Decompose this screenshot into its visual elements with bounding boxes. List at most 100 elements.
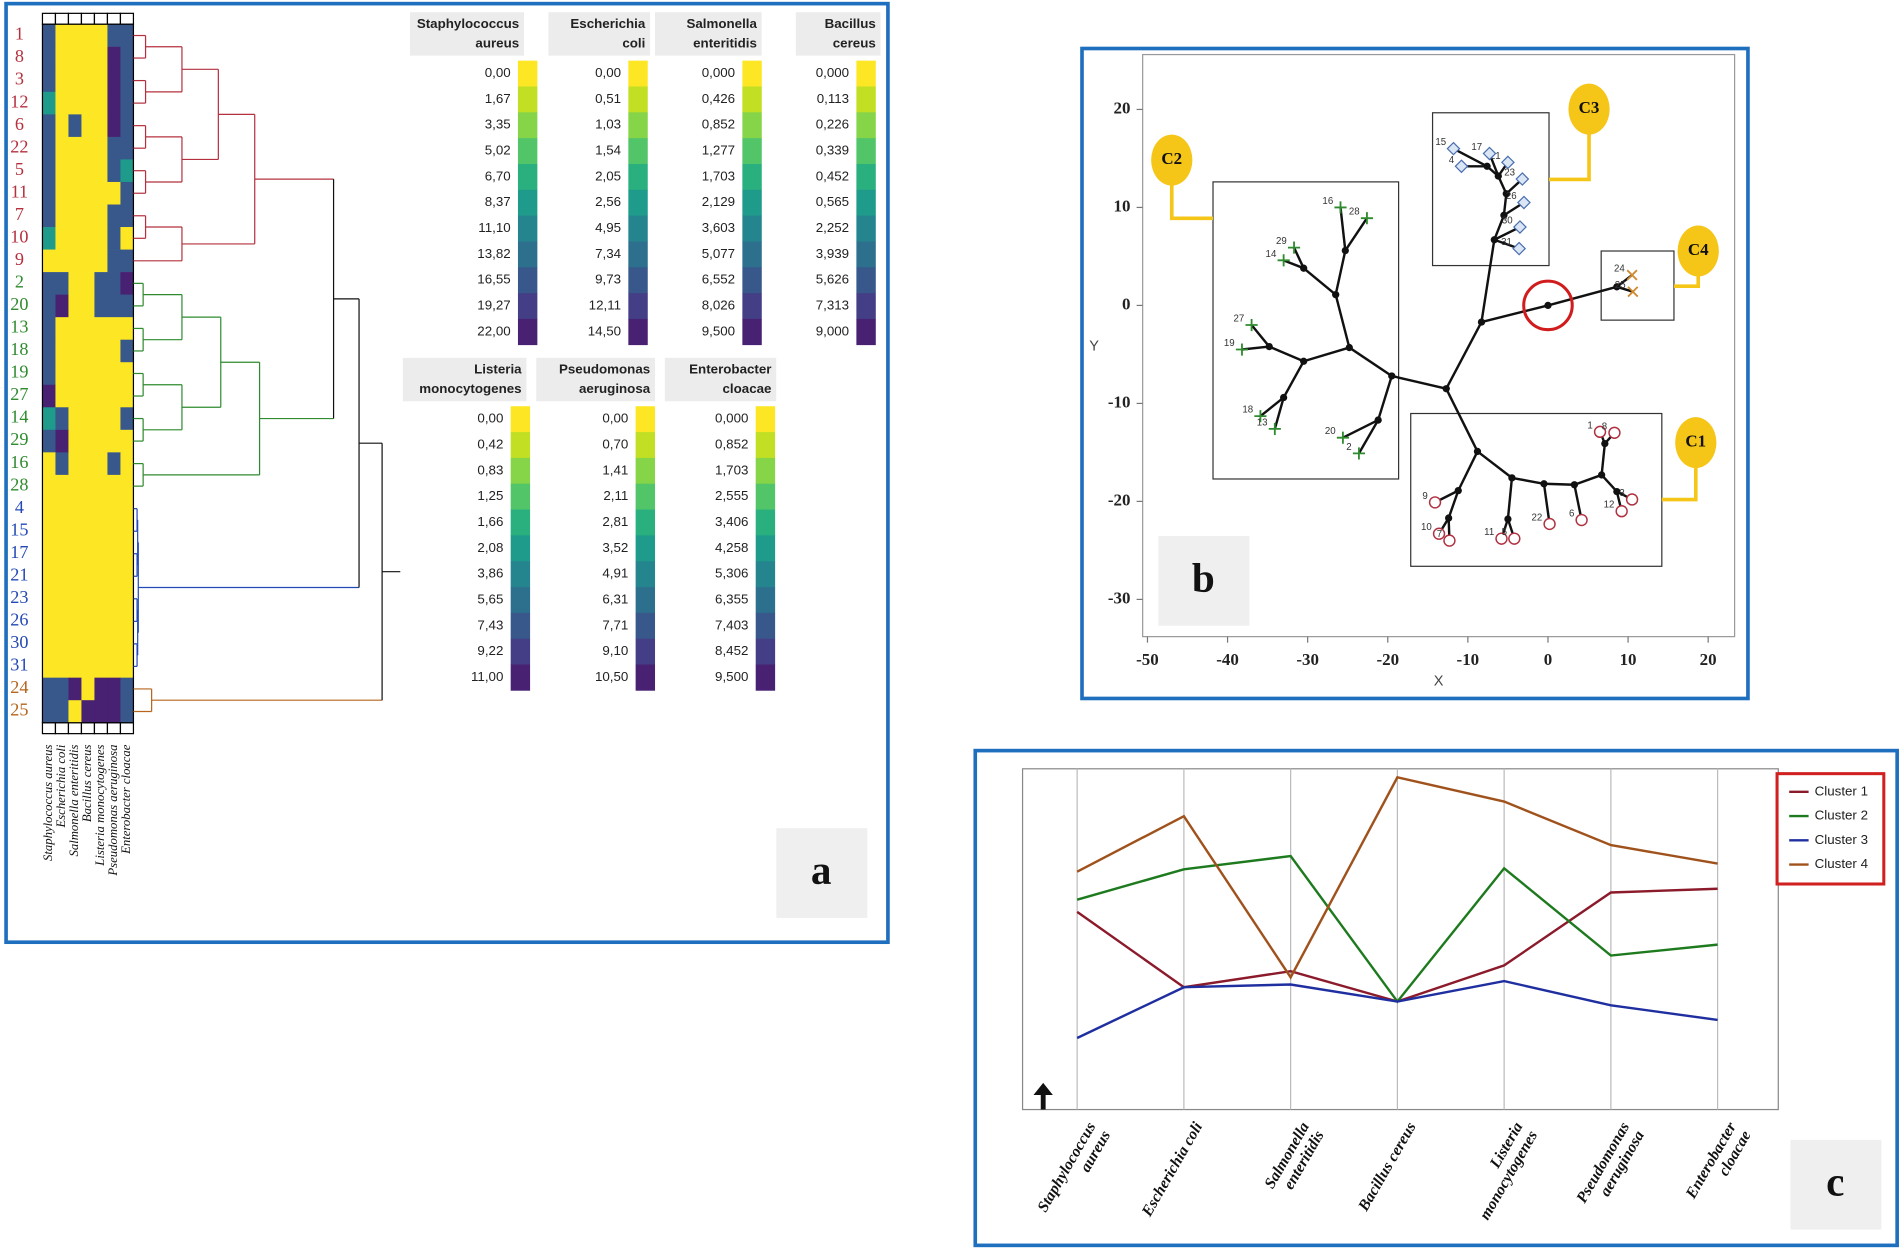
heatmap-cell bbox=[55, 181, 69, 205]
colorbar-tick-label: 2,81 bbox=[602, 514, 628, 529]
legend-label: Cluster 1 bbox=[1815, 783, 1868, 798]
colorbar-tick-label: 4,95 bbox=[595, 220, 621, 235]
tree-node bbox=[1597, 471, 1606, 479]
heatmap-cell bbox=[68, 677, 82, 701]
colorbar-tick-label: 0,70 bbox=[602, 437, 628, 452]
heatmap-cell bbox=[42, 655, 56, 679]
colorbar-bin bbox=[635, 638, 656, 665]
heatmap-cell bbox=[120, 474, 134, 498]
heatmap-cell bbox=[42, 69, 56, 93]
heatmap-cell bbox=[42, 272, 56, 295]
x-tick-label: -50 bbox=[1136, 650, 1159, 669]
row-label: 20 bbox=[10, 294, 28, 314]
heatmap-cell bbox=[107, 429, 121, 453]
colorbar-tick-label: 16,55 bbox=[477, 272, 510, 287]
colorbar-bin bbox=[628, 318, 648, 346]
leaf-label: 7 bbox=[1437, 529, 1442, 540]
colorbar-bin bbox=[628, 189, 648, 216]
colorbar-bin bbox=[510, 432, 531, 459]
heatmap-cell bbox=[68, 429, 82, 453]
heatmap-cell bbox=[81, 91, 95, 115]
heatmap-cell bbox=[107, 114, 121, 138]
leaf-label: 20 bbox=[1325, 426, 1336, 437]
heatmap-cell bbox=[42, 362, 56, 386]
colorbar-tick-label: 0,565 bbox=[816, 194, 849, 209]
heatmap-cell bbox=[107, 46, 121, 70]
tree-node bbox=[1332, 291, 1340, 299]
colorbar-tick-label: 3,939 bbox=[816, 246, 849, 261]
colorbar-bin bbox=[635, 587, 656, 614]
row-label: 24 bbox=[10, 677, 28, 697]
tree-edge bbox=[1447, 490, 1460, 519]
colorbar-tick-label: 0,51 bbox=[595, 91, 621, 106]
axis-arrow bbox=[1033, 1082, 1053, 1110]
colorbar-bin bbox=[628, 60, 648, 87]
column-header-cell bbox=[41, 12, 57, 25]
heatmap-cell bbox=[55, 452, 69, 476]
panel-label: b bbox=[1192, 555, 1215, 601]
colorbar-bin bbox=[628, 267, 648, 294]
colorbar-tick-label: 0,42 bbox=[477, 437, 503, 452]
leaf-label: 26 bbox=[1506, 191, 1517, 202]
row-label: 14 bbox=[10, 407, 28, 427]
heatmap-cell bbox=[55, 700, 69, 724]
heatmap-cell bbox=[68, 632, 82, 656]
heatmap-cell bbox=[120, 587, 134, 611]
colorbar-tick-label: 9,500 bbox=[715, 669, 748, 684]
heatmap-cell bbox=[55, 339, 69, 363]
heatmap-cell bbox=[107, 677, 121, 701]
colorbar-bin bbox=[510, 587, 531, 614]
heatmap-cell bbox=[120, 204, 134, 228]
colorbar-title: Enterobacter cloacae bbox=[664, 357, 777, 402]
heatmap-cell bbox=[42, 46, 56, 70]
colorbar-bin bbox=[635, 664, 656, 691]
heatmap-cell bbox=[55, 542, 69, 566]
colorbar-bin bbox=[742, 86, 762, 113]
leaf-marker bbox=[1482, 146, 1497, 161]
y-axis-label: Y bbox=[1089, 339, 1099, 355]
column-footer-cell bbox=[80, 722, 96, 735]
heatmap-cell bbox=[55, 114, 69, 138]
colorbar-bin bbox=[755, 561, 776, 588]
heatmap-cell bbox=[55, 384, 69, 408]
tree-edge bbox=[1292, 247, 1305, 269]
legend-label: Cluster 2 bbox=[1815, 808, 1868, 823]
tree-edge bbox=[1600, 443, 1607, 476]
heatmap-cell bbox=[68, 497, 82, 521]
colorbar-title: Salmonella enteritidis bbox=[655, 12, 762, 56]
heatmap-cell bbox=[55, 677, 69, 701]
heatmap-cell bbox=[120, 46, 134, 70]
heatmap-cell bbox=[81, 69, 95, 93]
colorbar-title-box: Listeria monocytogenes bbox=[402, 357, 527, 402]
heatmap-cell bbox=[120, 24, 134, 48]
heatmap-cell bbox=[55, 587, 69, 611]
colorbar-bin bbox=[628, 293, 648, 320]
colorbar-bin bbox=[755, 457, 776, 485]
heatmap-cell bbox=[68, 294, 82, 318]
colorbar-bin bbox=[742, 267, 762, 294]
colorbar-bin bbox=[856, 241, 876, 268]
leaf-marker bbox=[1593, 425, 1607, 439]
column-label: Bacillus cereus bbox=[80, 745, 94, 823]
heatmap-cell bbox=[68, 317, 82, 341]
colorbar-bin bbox=[742, 138, 762, 165]
leaf-label: 14 bbox=[1266, 249, 1277, 260]
leaf-label: 1 bbox=[1587, 420, 1592, 431]
colorbar-tick-label: 1,703 bbox=[715, 462, 748, 477]
heatmap-cell bbox=[55, 632, 69, 656]
tree-edge bbox=[1481, 304, 1549, 324]
colorbar-tick-label: 10,50 bbox=[595, 669, 628, 684]
heatmap-cell bbox=[81, 339, 95, 363]
colorbar-bin bbox=[635, 612, 656, 640]
heatmap-cell bbox=[55, 474, 69, 498]
heatmap-cell bbox=[42, 384, 56, 408]
heatmap-cell bbox=[42, 317, 56, 341]
row-label: 25 bbox=[10, 700, 28, 720]
heatmap-cell bbox=[55, 227, 69, 250]
heatmap-cell bbox=[68, 700, 82, 724]
leaf-label: 29 bbox=[1276, 236, 1287, 247]
colorbar-title-box: Staphylococcus aureus bbox=[409, 12, 525, 56]
x-tick-label: Salmonella enteritidis bbox=[1260, 1119, 1328, 1193]
colorbar-bin bbox=[510, 535, 531, 562]
